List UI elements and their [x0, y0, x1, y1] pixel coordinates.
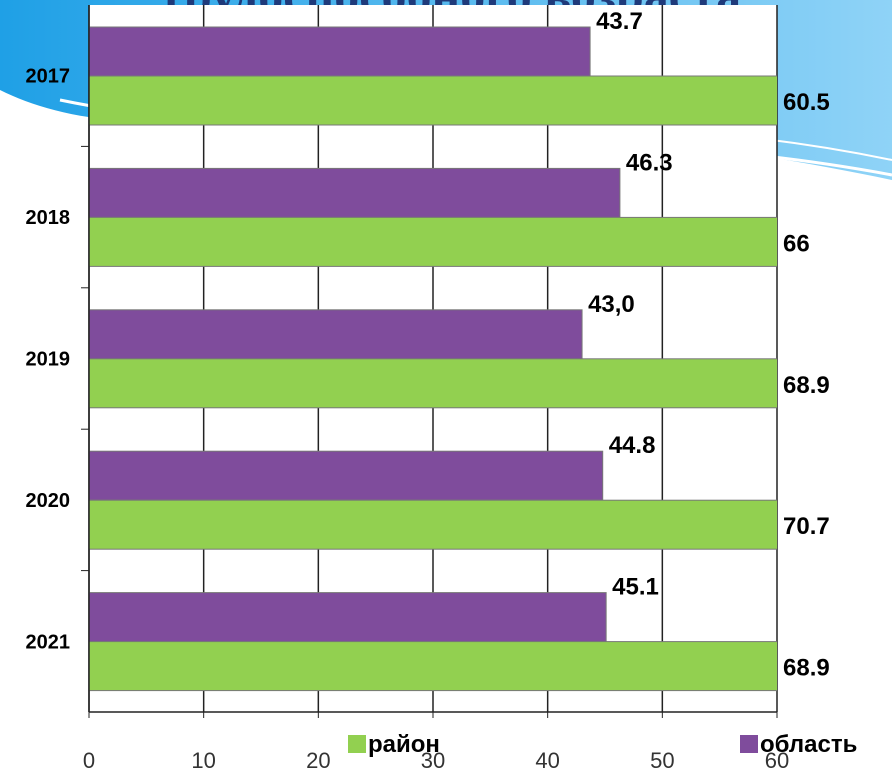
bar — [89, 75, 777, 126]
value-label: 43.7 — [596, 8, 643, 35]
legend-label: область — [760, 731, 857, 758]
bars — [89, 26, 777, 692]
x-tick-label: 30 — [421, 748, 445, 773]
plot-area: 0 10 20 30 40 50 60 2017 43.7 60.5 2018 46.3 66 2019 4… — [26, 5, 857, 773]
y-tick-label: 2019 — [26, 349, 71, 371]
bar — [89, 450, 604, 501]
x-tick-label: 20 — [306, 748, 330, 773]
value-label: 66 — [783, 230, 810, 257]
bar — [89, 358, 777, 409]
bar — [89, 499, 777, 550]
bar — [89, 641, 777, 692]
value-label: 45.1 — [612, 574, 659, 601]
bar — [89, 167, 621, 218]
legend-swatch — [740, 735, 758, 753]
bar — [89, 216, 777, 267]
value-label: 68.9 — [783, 372, 830, 399]
y-tick-label: 2020 — [26, 490, 71, 512]
value-label: 46.3 — [626, 149, 673, 176]
bar — [89, 26, 591, 77]
value-label: 70.7 — [783, 513, 830, 540]
x-tick-label: 50 — [650, 748, 674, 773]
x-tick-label: 10 — [191, 748, 215, 773]
x-tick-label: 60 — [765, 748, 789, 773]
y-tick-label: 2017 — [26, 66, 71, 88]
value-label: 60.5 — [783, 89, 830, 116]
y-tick-label: 2018 — [26, 207, 71, 229]
value-label: 44.8 — [609, 432, 656, 459]
value-label: 43,0 — [588, 291, 635, 318]
y-tick-label: 2021 — [26, 631, 71, 653]
bar — [89, 592, 607, 643]
value-label: 68.9 — [783, 655, 830, 682]
x-tick-label: 40 — [535, 748, 559, 773]
x-tick-label: 0 — [83, 748, 95, 773]
legend-label: район — [368, 731, 440, 758]
bar — [89, 309, 583, 360]
legend-swatch — [348, 735, 366, 753]
